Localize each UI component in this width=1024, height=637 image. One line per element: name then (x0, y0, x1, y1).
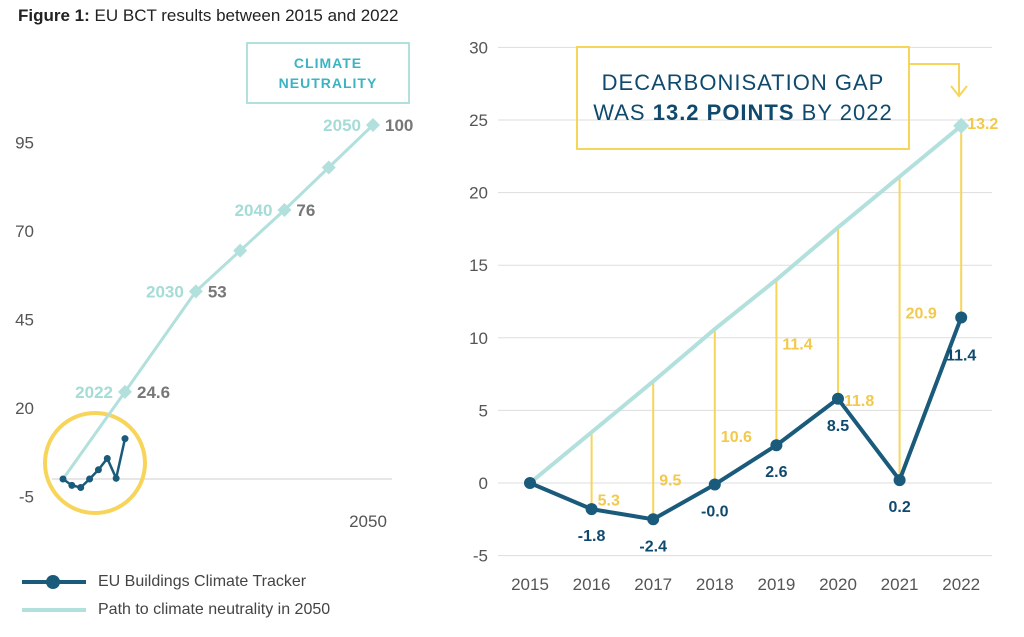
gap-box-line-2: WAS 13.2 POINTS BY 2022 (578, 98, 908, 128)
right-gap-label-7: 13.2 (967, 116, 998, 133)
right-y-tick-0: 30 (469, 38, 488, 57)
left-value-label-1: 53 (208, 282, 227, 301)
climate-box-line-1: CLIMATE (293, 55, 363, 71)
left-tracker-point-3 (86, 475, 94, 483)
left-value-label-2: 76 (296, 201, 315, 220)
left-tracker-point-5 (103, 454, 111, 462)
gap-box-bold: 13.2 POINTS (652, 100, 795, 125)
left-tracker-point-0 (59, 475, 67, 483)
left-highlight-circle (43, 411, 147, 515)
left-tracker-point-7 (121, 435, 129, 443)
left-value-label-0: 24.6 (137, 383, 170, 402)
right-x-tick-2: 2017 (634, 575, 672, 594)
right-tracker-label-4: 2.6 (765, 464, 787, 481)
left-path-marker-5 (366, 118, 380, 132)
right-x-tick-5: 2020 (819, 575, 857, 594)
right-y-tick-7: -5 (473, 547, 488, 566)
right-gap-label-4: 11.4 (782, 337, 812, 354)
legend-swatch-tracker (22, 573, 86, 591)
left-year-label-0: 2022 (75, 383, 113, 402)
left-x-tick-0: 2050 (349, 512, 387, 531)
legend-label-tracker: EU Buildings Climate Tracker (98, 573, 307, 590)
right-tracker-point-4 (770, 439, 783, 452)
right-tracker-label-1: -1.8 (578, 528, 606, 545)
gap-box-connector (910, 63, 960, 94)
right-path-end-marker (953, 117, 970, 134)
legend-item-path: Path to climate neutrality in 2050 (22, 596, 330, 624)
climate-box-line-2: NEUTRALITY (278, 75, 378, 91)
left-year-label-2: 2040 (235, 201, 273, 220)
right-gap-label-5: 11.8 (844, 393, 874, 410)
right-gap-label-2: 9.5 (659, 472, 681, 489)
left-tracker-point-1 (68, 481, 76, 489)
right-tracker-label-5: 8.5 (827, 418, 849, 435)
left-y-tick-1: 70 (15, 222, 34, 241)
left-y-tick-0: 95 (15, 134, 34, 153)
right-gap-label-3: 10.6 (721, 429, 752, 446)
left-tracker-point-4 (94, 466, 102, 474)
figure-title-bold: Figure 1: (18, 6, 90, 25)
figure-title: Figure 1: EU BCT results between 2015 an… (18, 6, 399, 26)
right-x-tick-0: 2015 (511, 575, 549, 594)
gap-box-line-1: DECARBONISATION GAP (601, 70, 885, 95)
right-tracker-point-7 (955, 311, 968, 324)
right-tracker-line (529, 316, 964, 522)
left-path-marker-2 (233, 243, 248, 258)
right-y-tick-3: 15 (469, 256, 488, 275)
right-y-tick-2: 20 (469, 184, 488, 203)
legend-item-tracker: EU Buildings Climate Tracker (22, 568, 330, 596)
left-tracker-point-6 (112, 474, 120, 482)
legend-dot-tracker (46, 575, 60, 589)
right-tracker-label-7: 11.4 (946, 347, 976, 364)
right-tracker-point-5 (832, 392, 844, 405)
left-y-tick-2: 45 (15, 311, 34, 330)
right-gap-label-6: 20.9 (906, 305, 937, 322)
right-x-tick-7: 2022 (942, 575, 980, 594)
left-y-tick-4: -5 (19, 488, 34, 507)
gap-box-was: WAS (593, 100, 653, 125)
left-y-tick-3: 20 (15, 399, 34, 418)
left-value-label-3: 100 (385, 116, 413, 135)
right-tracker-point-2 (647, 513, 660, 526)
legend-swatch-path (22, 601, 86, 619)
right-tracker-point-3 (708, 478, 721, 491)
right-x-tick-3: 2018 (696, 575, 734, 594)
right-x-tick-6: 2021 (881, 575, 919, 594)
right-x-tick-4: 2019 (757, 575, 795, 594)
decarbonisation-gap-box: DECARBONISATION GAP WAS 13.2 POINTS BY 2… (576, 46, 910, 150)
climate-neutrality-box: CLIMATE NEUTRALITY (246, 42, 410, 104)
right-y-tick-4: 10 (469, 329, 488, 348)
left-tracker-point-2 (77, 483, 85, 491)
left-year-label-3: 2050 (323, 116, 361, 135)
right-tracker-point-6 (893, 474, 906, 487)
left-path-marker-3 (277, 202, 292, 217)
right-tracker-label-3: -0.0 (701, 503, 729, 520)
left-path-line (61, 123, 375, 480)
gap-box-tail: BY 2022 (794, 100, 893, 125)
right-tracker-point-1 (585, 503, 598, 516)
right-y-tick-5: 5 (479, 401, 488, 420)
right-y-tick-6: 0 (479, 474, 488, 493)
right-tracker-point-0 (524, 477, 536, 489)
right-x-tick-1: 2016 (573, 575, 611, 594)
gap-box-arrowhead (950, 85, 968, 98)
figure-title-text: EU BCT results between 2015 and 2022 (89, 6, 399, 25)
legend-line-path (22, 608, 86, 612)
left-path-marker-1 (188, 284, 203, 299)
right-path-line (528, 124, 963, 485)
legend: EU Buildings Climate Tracker Path to cli… (22, 568, 330, 624)
right-gap-label-1: 5.3 (598, 493, 620, 510)
left-path-marker-4 (321, 160, 336, 175)
right-tracker-label-6: 0.2 (888, 499, 910, 516)
legend-label-path: Path to climate neutrality in 2050 (98, 601, 331, 618)
left-path-marker-0 (118, 384, 132, 399)
left-year-label-1: 2030 (146, 282, 184, 301)
right-tracker-label-2: -2.4 (639, 538, 667, 555)
right-y-tick-1: 25 (469, 111, 488, 130)
